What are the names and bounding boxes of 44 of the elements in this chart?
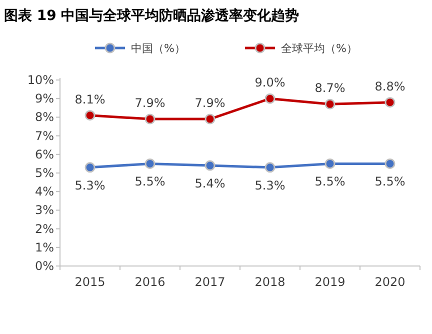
x-tick-label: 2020 bbox=[374, 275, 406, 289]
point bbox=[324, 98, 336, 110]
x-tick-label: 2015 bbox=[74, 275, 106, 289]
legend-label: 中国（%） bbox=[131, 42, 186, 55]
data-label: 9.0% bbox=[254, 76, 286, 90]
data-label: 7.9% bbox=[194, 96, 226, 110]
data-label: 5.3% bbox=[254, 178, 286, 192]
y-tick-label: 0% bbox=[34, 259, 54, 273]
legend-label: 全球平均（%） bbox=[281, 42, 358, 55]
data-label: 5.3% bbox=[74, 178, 106, 192]
data-label: 5.5% bbox=[134, 174, 166, 189]
data-label: 8.8% bbox=[374, 79, 406, 94]
x-tick-label: 2016 bbox=[134, 275, 166, 289]
y-tick-label: 6% bbox=[34, 147, 54, 162]
point bbox=[84, 162, 96, 173]
point bbox=[204, 160, 216, 171]
chart-title: 图表 19 中国与全球平均防晒品渗透率变化趋势 bbox=[4, 7, 300, 24]
data-label: 5.5% bbox=[374, 174, 406, 189]
y-tick-label: 10% bbox=[27, 73, 54, 87]
y-tick-label: 9% bbox=[34, 92, 54, 106]
y-tick-label: 8% bbox=[34, 110, 54, 124]
data-label: 5.4% bbox=[194, 176, 226, 191]
data-label: 8.1% bbox=[74, 92, 106, 106]
x-tick-label: 2018 bbox=[254, 275, 286, 289]
x-tick-label: 2017 bbox=[194, 275, 226, 289]
point bbox=[264, 162, 276, 173]
y-tick-label: 3% bbox=[34, 203, 54, 218]
point bbox=[84, 110, 96, 121]
point bbox=[324, 158, 336, 169]
point bbox=[204, 114, 216, 124]
y-tick-label: 2% bbox=[34, 222, 54, 236]
y-tick-label: 7% bbox=[34, 128, 54, 143]
x-tick-label: 2019 bbox=[314, 275, 346, 289]
point bbox=[144, 114, 156, 124]
y-tick-label: 5% bbox=[34, 166, 54, 180]
data-label: 8.7% bbox=[314, 81, 346, 96]
point bbox=[144, 158, 156, 169]
data-label: 7.9% bbox=[134, 96, 166, 110]
y-tick-label: 1% bbox=[34, 240, 54, 254]
point bbox=[264, 93, 276, 104]
point bbox=[384, 97, 396, 108]
data-label: 5.5% bbox=[314, 174, 346, 189]
point bbox=[384, 158, 396, 169]
y-tick-label: 4% bbox=[34, 184, 54, 199]
